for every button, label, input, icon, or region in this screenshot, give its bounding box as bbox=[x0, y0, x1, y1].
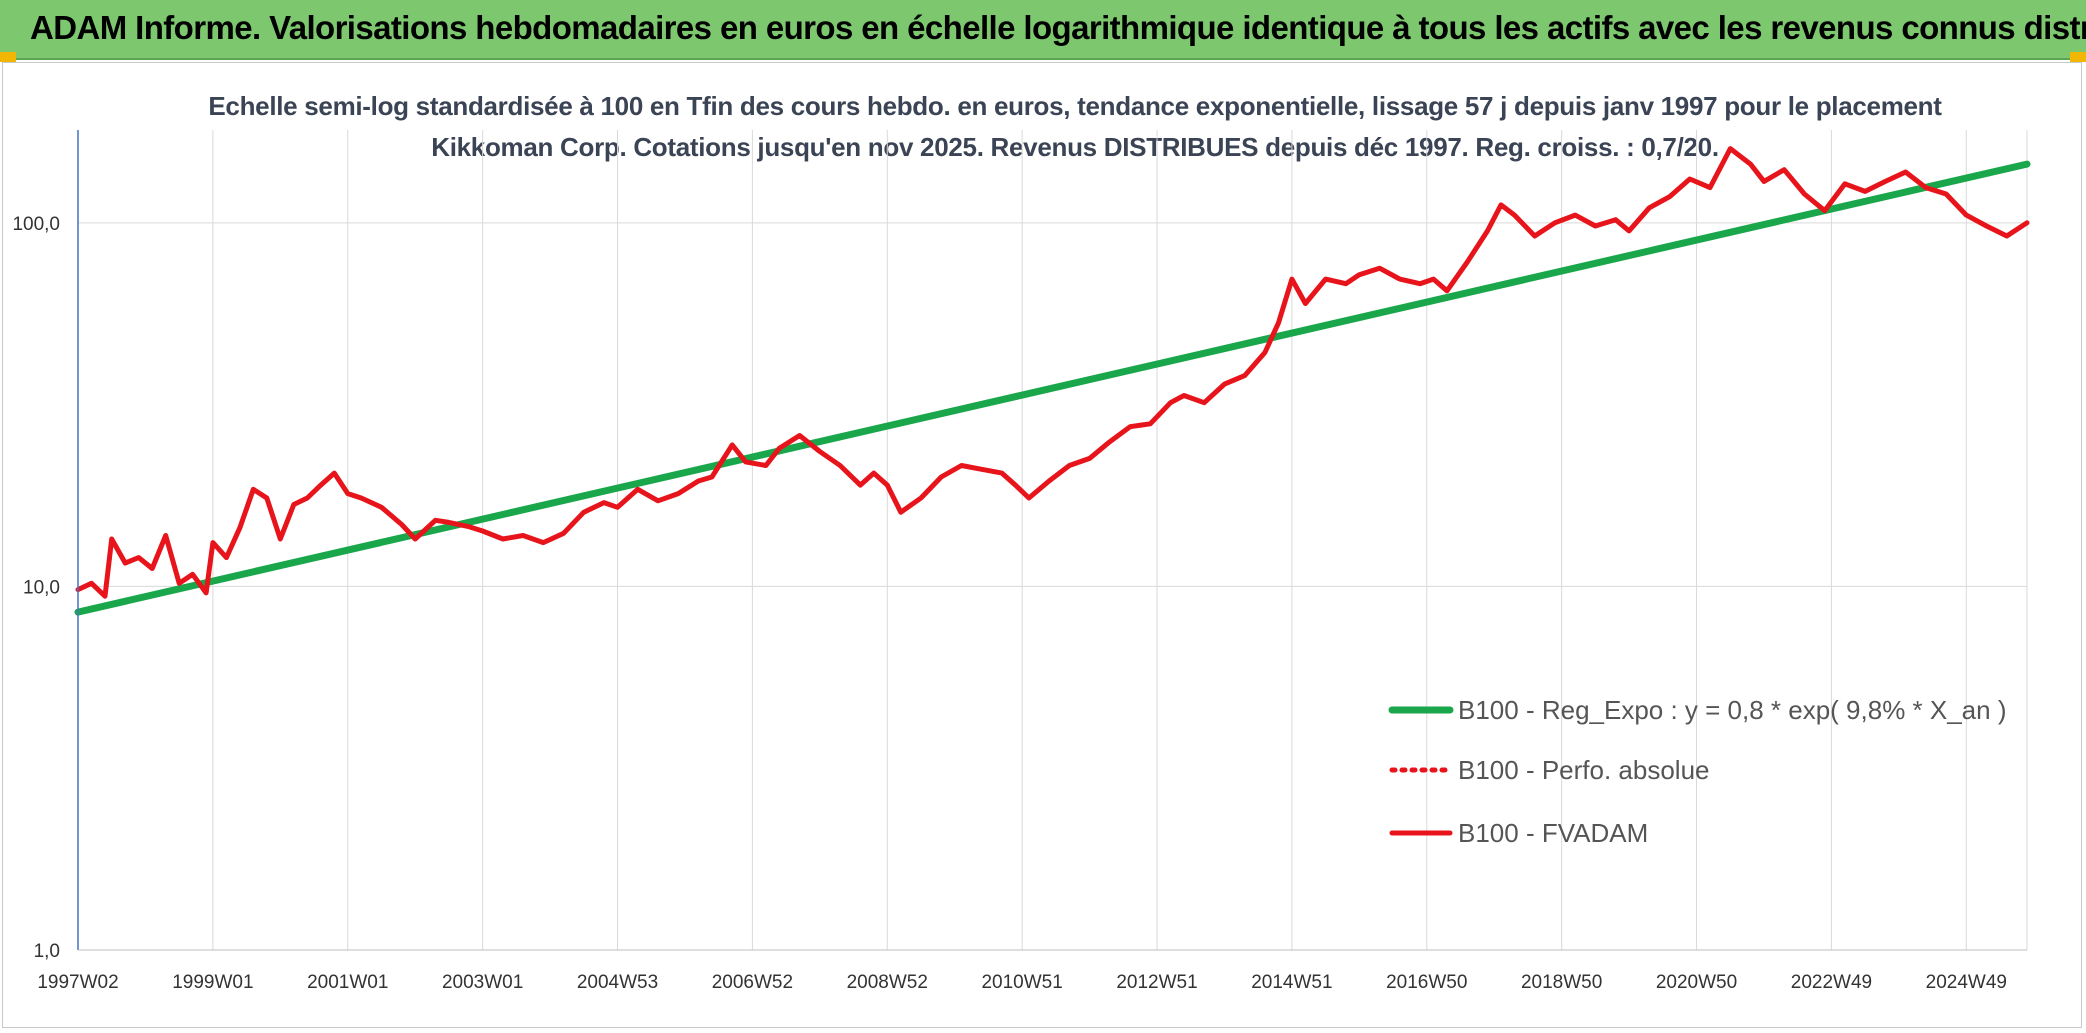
x-tick-label: 2020W50 bbox=[1656, 972, 1737, 993]
x-tick-label: 1999W01 bbox=[172, 972, 253, 993]
x-tick-label: 2006W52 bbox=[712, 972, 793, 993]
legend-label: B100 - FVADAM bbox=[1458, 818, 1648, 848]
corner-accent-bottom-right bbox=[2070, 52, 2086, 62]
x-tick-label: 2004W53 bbox=[577, 972, 658, 993]
x-tick-label: 2003W01 bbox=[442, 972, 523, 993]
corner-accent-bottom-left bbox=[0, 52, 16, 62]
x-tick-label: 2012W51 bbox=[1116, 972, 1197, 993]
banner-title: ADAM Informe. Valorisations hebdomadaire… bbox=[30, 9, 2086, 46]
title-banner: ADAM Informe. Valorisations hebdomadaire… bbox=[0, 0, 2086, 60]
x-tick-label: 2010W51 bbox=[981, 972, 1062, 993]
x-tick-label: 2018W50 bbox=[1521, 972, 1602, 993]
legend-label: B100 - Reg_Expo : y = 0,8 * exp( 9,8% * … bbox=[1458, 695, 2007, 725]
legend-label: B100 - Perfo. absolue bbox=[1458, 755, 1710, 785]
chart-title: Echelle semi-log standardisée à 100 en T… bbox=[208, 91, 1942, 162]
x-tick-label: 2014W51 bbox=[1251, 972, 1332, 993]
y-tick-label: 10,0 bbox=[23, 577, 60, 598]
chart-frame bbox=[2, 62, 2082, 1028]
trend-line bbox=[74, 160, 2031, 616]
y-tick-label: 1,0 bbox=[34, 941, 60, 962]
x-tick-label: 2024W49 bbox=[1926, 972, 2007, 993]
x-tick-label: 2022W49 bbox=[1791, 972, 1872, 993]
x-tick-label: 2008W52 bbox=[847, 972, 928, 993]
x-tick-label: 2001W01 bbox=[307, 972, 388, 993]
x-tick-label: 1997W02 bbox=[37, 972, 118, 993]
x-tick-label: 2016W50 bbox=[1386, 972, 1467, 993]
y-tick-label: 100,0 bbox=[12, 214, 60, 235]
price-line bbox=[75, 146, 2030, 599]
